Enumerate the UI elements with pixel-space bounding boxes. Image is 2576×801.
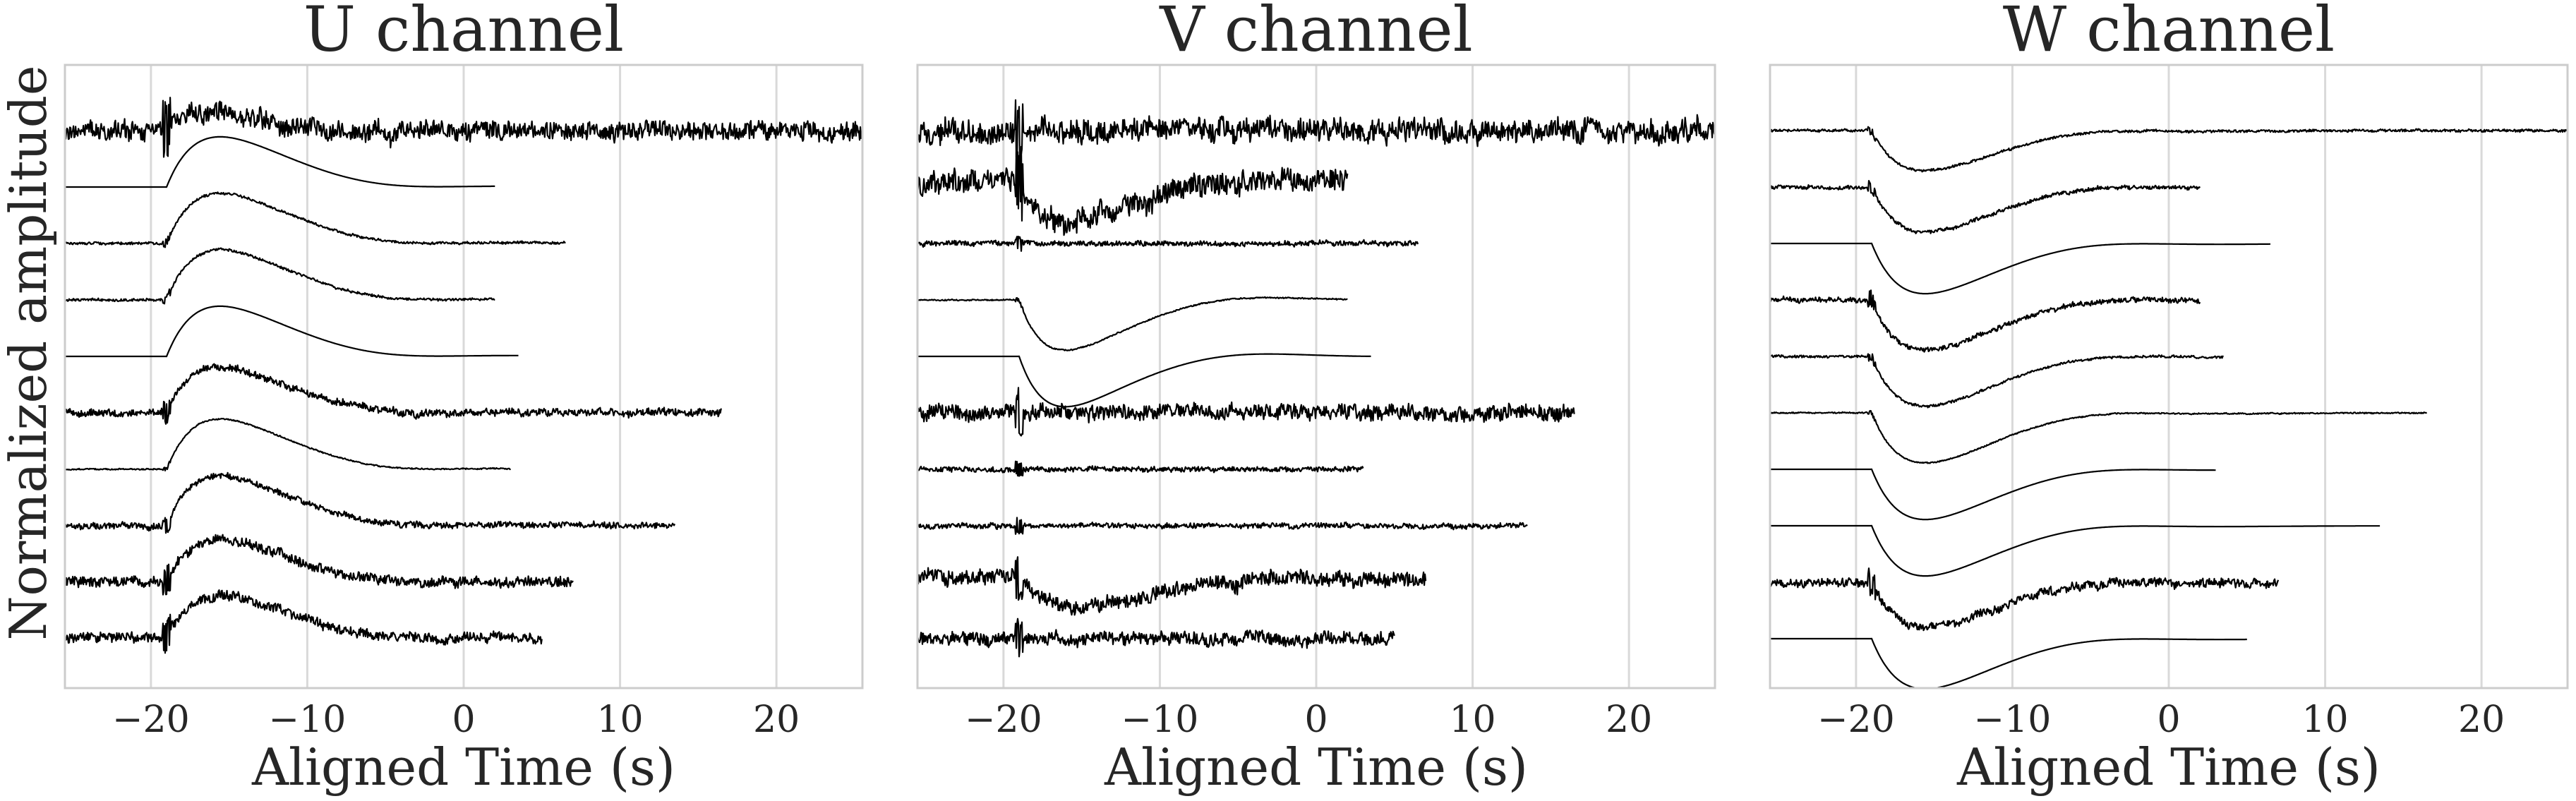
- panel-3: −20 −10 0 10 20 W channel Aligned Time (s): [1769, 0, 2569, 797]
- panel-1: −20 −10 0 10 20 U channel Aligned Time (s): [64, 0, 864, 797]
- trace-1: [917, 99, 1715, 168]
- trace-8: [1770, 524, 2381, 577]
- x-tick-label: 10: [1449, 699, 1495, 741]
- panel-title: V channel: [1159, 0, 1473, 66]
- trace-10: [917, 618, 1395, 658]
- trace-6: [1770, 409, 2428, 464]
- x-axis-label: Aligned Time (s): [251, 737, 675, 797]
- trace-4: [65, 247, 495, 305]
- trace-10: [1770, 637, 2247, 688]
- trace-3: [1770, 242, 2271, 295]
- trace-4: [917, 296, 1348, 351]
- x-tick-label: −20: [1817, 699, 1895, 741]
- trace-7: [1770, 468, 2216, 521]
- x-tick-label: −10: [1121, 699, 1199, 741]
- traces: [1770, 126, 2568, 688]
- y-axis-label: Normalized amplitude: [0, 66, 58, 641]
- trace-8: [917, 517, 1528, 535]
- traces: [917, 99, 1715, 658]
- x-tick-label: −10: [1974, 699, 2052, 741]
- panel-title: U channel: [303, 0, 624, 66]
- trace-5: [1770, 353, 2224, 409]
- x-tick-label: 0: [2157, 699, 2180, 741]
- trace-8: [65, 471, 676, 534]
- axes-frame: [1769, 64, 2569, 689]
- x-tick-label: 10: [596, 699, 643, 741]
- trace-9: [1770, 567, 2280, 632]
- trace-10: [65, 589, 543, 654]
- traces: [65, 97, 862, 654]
- x-tick-label: −20: [112, 699, 190, 741]
- x-tick-label: 0: [1304, 699, 1328, 741]
- trace-6: [65, 363, 723, 425]
- trace-9: [65, 534, 574, 596]
- x-axis-label: Aligned Time (s): [1956, 737, 2381, 797]
- trace-3: [917, 236, 1419, 252]
- x-axis-label: Aligned Time (s): [1104, 737, 1528, 797]
- panel-2: −20 −10 0 10 20 V channel Aligned Time (s): [916, 0, 1716, 797]
- trace-1: [1770, 126, 2568, 173]
- trace-5: [65, 305, 519, 358]
- trace-2: [1770, 180, 2201, 234]
- trace-6: [917, 387, 1575, 437]
- trace-9: [917, 556, 1427, 616]
- x-tick-label: 20: [1606, 699, 1652, 741]
- x-tick-label: −10: [269, 699, 347, 741]
- trace-7: [65, 418, 512, 471]
- axes-frame: [916, 64, 1716, 689]
- trace-3: [65, 191, 566, 248]
- x-tick-label: 0: [452, 699, 475, 741]
- x-tick-label: 10: [2301, 699, 2348, 741]
- trace-2: [917, 145, 1349, 236]
- trace-4: [1770, 289, 2201, 353]
- trace-1: [65, 97, 862, 158]
- trace-7: [917, 460, 1364, 477]
- panel-title: W channel: [2003, 0, 2335, 66]
- trace-2: [65, 135, 495, 188]
- x-tick-label: 20: [753, 699, 800, 741]
- x-tick-label: −20: [965, 699, 1042, 741]
- axes-frame: [64, 64, 864, 689]
- x-tick-label: 20: [2458, 699, 2505, 741]
- trace-5: [917, 353, 1371, 408]
